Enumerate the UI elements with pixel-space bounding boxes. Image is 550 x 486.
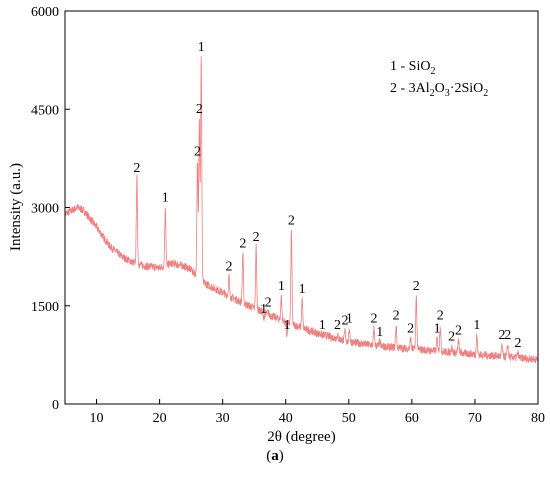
xrd-pattern-line <box>64 55 539 364</box>
peak-label: 2 <box>265 295 272 310</box>
legend-entry-sio2: 1 - SiO2 <box>390 59 435 77</box>
y-tick-label: 1500 <box>31 300 59 315</box>
legend-entry-mullite: 2 - 3Al2O3·2SiO2 <box>390 81 488 99</box>
plot-area <box>64 55 539 364</box>
peak-label: 2 <box>448 329 455 344</box>
peak-label: 1 <box>162 191 169 206</box>
x-tick-label: 30 <box>216 411 230 426</box>
x-tick-label: 10 <box>90 411 104 426</box>
x-tick-label: 20 <box>153 411 167 426</box>
peak-label: 2 <box>334 318 341 333</box>
peak-label: 1 <box>198 40 205 55</box>
y-axis-label: Intensity (a.u.) <box>8 163 24 251</box>
peak-label: 1 <box>346 312 353 327</box>
y-tick-label: 4500 <box>31 103 59 118</box>
x-axis: 10 20 30 40 50 60 70 80 <box>90 399 545 426</box>
legend: 1 - SiO2 2 - 3Al2O3·2SiO2 <box>390 59 488 99</box>
peak-label: 2 <box>393 308 400 323</box>
peak-label: 2 <box>194 145 201 160</box>
y-axis: 0 1500 3000 4500 6000 <box>31 5 70 413</box>
peak-label: 2 <box>133 161 140 176</box>
y-tick-label: 6000 <box>31 5 59 20</box>
x-tick-label: 80 <box>531 411 545 426</box>
peak-label: 2 <box>455 323 462 338</box>
peak-label: 1 <box>299 282 306 297</box>
peak-label: 1 <box>283 318 290 333</box>
x-tick-label: 40 <box>279 411 293 426</box>
peak-label: 2 <box>371 312 378 327</box>
peak-label: 2 <box>504 328 511 343</box>
peak-label: 2 <box>342 314 349 329</box>
peak-label: 2 <box>514 336 521 351</box>
plot-frame <box>64 10 539 405</box>
peak-label: 2 <box>225 259 232 274</box>
peak-label: 1 <box>278 279 285 294</box>
peak-label: 1 <box>473 318 480 333</box>
figure-caption: (a) <box>266 448 284 464</box>
peak-label: 2 <box>437 308 444 323</box>
peak-label: 2 <box>196 102 203 117</box>
peak-label: 2 <box>239 236 246 251</box>
peak-label: 1 <box>260 302 267 317</box>
y-tick-label: 0 <box>52 398 59 413</box>
peak-label: 2 <box>413 279 420 294</box>
peak-label: 2 <box>499 328 506 343</box>
peak-label: 2 <box>288 213 295 228</box>
peak-label: 2 <box>407 322 414 337</box>
peak-label: 2 <box>253 230 260 245</box>
peak-label: 1 <box>434 322 441 337</box>
peak-label: 1 <box>376 325 383 340</box>
y-tick-label: 3000 <box>31 202 59 217</box>
x-tick-label: 50 <box>342 411 356 426</box>
x-tick-label: 70 <box>468 411 482 426</box>
x-axis-label: 2θ (degree) <box>267 429 335 445</box>
peak-label: 1 <box>319 318 326 333</box>
x-tick-label: 60 <box>405 411 419 426</box>
